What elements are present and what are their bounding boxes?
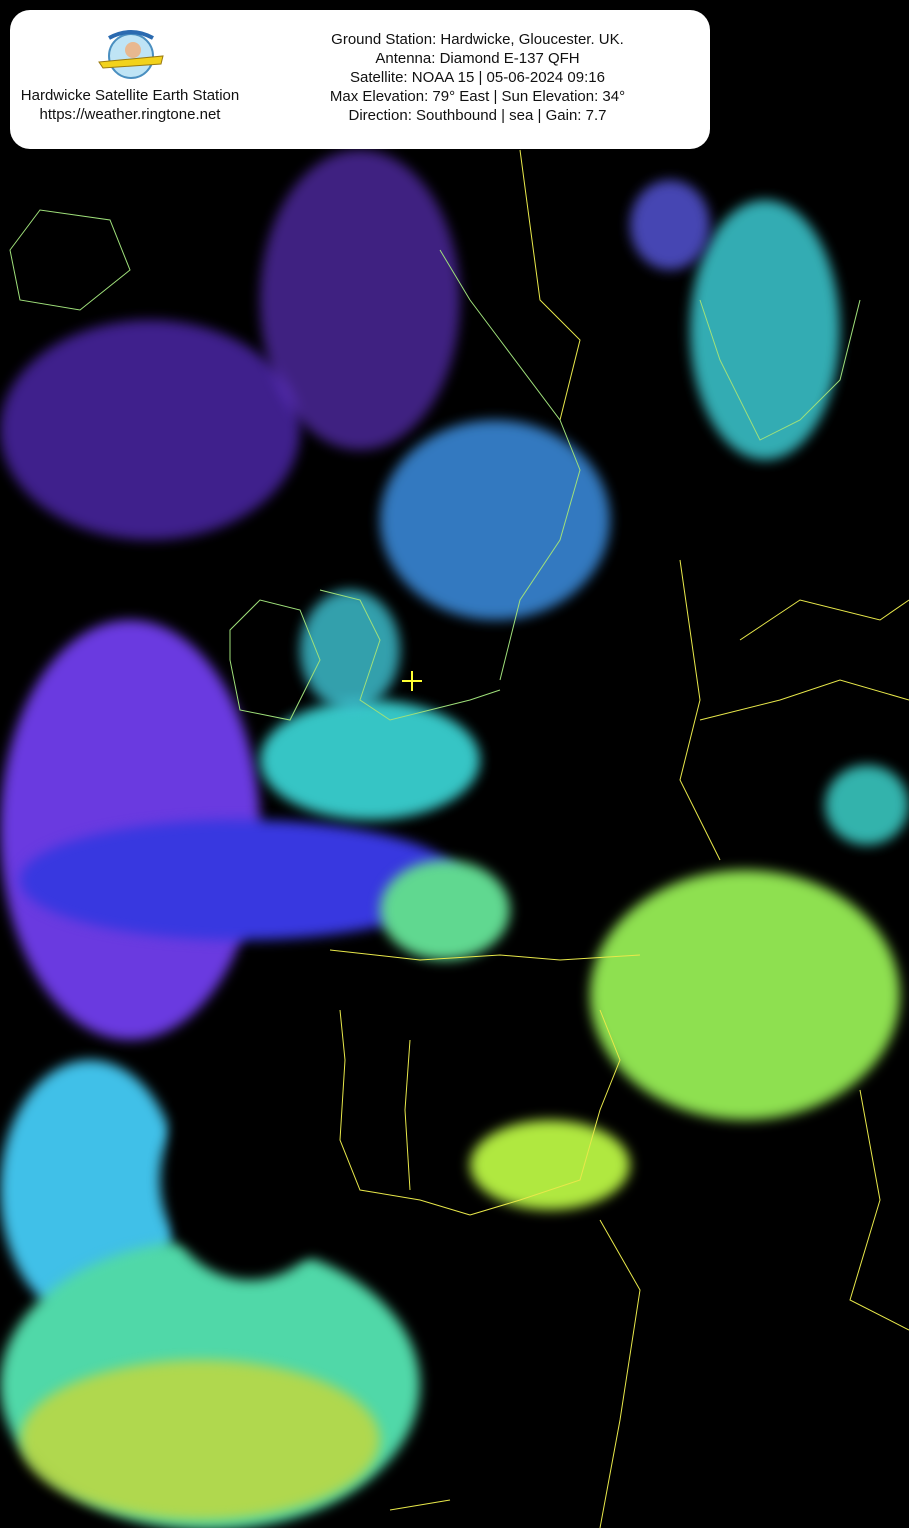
cloud-region [380, 420, 610, 620]
border [849, 1089, 909, 1331]
coastline [329, 949, 641, 961]
border [519, 149, 581, 421]
cloud-region [0, 320, 300, 540]
coastline [469, 1009, 621, 1216]
phobic-flyer-logo [98, 30, 164, 79]
coastline [229, 599, 321, 721]
border [699, 679, 909, 721]
ground-station: Ground Station: Hardwicke, Gloucester. U… [331, 31, 624, 48]
pass-details: Ground Station: Hardwicke, Gloucester. U… [280, 30, 675, 125]
sea-region [590, 870, 900, 1120]
station-name: Hardwicke Satellite Earth Station [20, 87, 240, 104]
antenna: Antenna: Diamond E-137 QFH [375, 50, 580, 67]
station-url[interactable]: https://weather.ringtone.net [39, 106, 221, 123]
sea-region [470, 1120, 630, 1210]
satellite: Satellite: NOAA 15 | 05-06-2024 09:16 [350, 69, 605, 86]
cloud-region [630, 180, 710, 270]
border [389, 1499, 451, 1511]
cloud-region [300, 590, 400, 710]
elevation: Max Elevation: 79° East | Sun Elevation:… [329, 88, 626, 105]
cloud-region [690, 200, 840, 460]
crosshair-icon [402, 671, 422, 691]
cloud-region [260, 150, 460, 450]
info-card: Hardwicke Satellite Earth Station https:… [10, 10, 710, 149]
cloud-region [825, 765, 909, 845]
sea-region [380, 860, 510, 960]
cloud-region [260, 700, 480, 820]
coastline [9, 209, 131, 311]
coastline [339, 1009, 471, 1216]
coastline [404, 1039, 411, 1191]
cloud-region [160, 1080, 340, 1280]
sea-region [20, 1360, 380, 1520]
coastline [699, 299, 861, 441]
border [679, 559, 721, 861]
direction: Direction: Southbound | sea | Gain: 7.7 [348, 107, 607, 124]
coastline [319, 589, 501, 721]
border [739, 599, 909, 641]
coastline [439, 249, 581, 681]
border [599, 1219, 641, 1528]
